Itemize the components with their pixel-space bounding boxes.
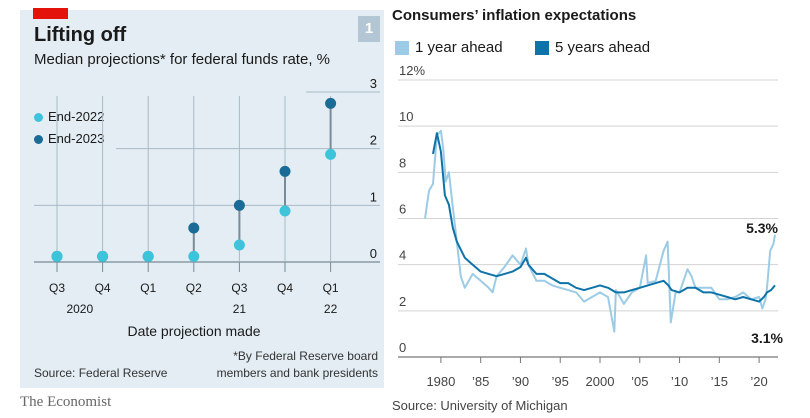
economist-red-tag	[33, 8, 68, 19]
callout-5yr: 3.1%	[751, 330, 783, 346]
fed-year-label: 22	[324, 302, 338, 316]
fed-x-tick-label: Q3	[231, 281, 247, 295]
fed-chart-footnote: *By Federal Reserve board members and ba…	[194, 348, 378, 382]
fed-chart-title: Lifting off	[34, 24, 127, 46]
fed-dot-end2022	[97, 250, 109, 262]
footnote-line-1: *By Federal Reserve board	[233, 349, 378, 363]
fed-x-tick-label: Q4	[277, 281, 293, 295]
economist-logo: The Economist	[20, 394, 112, 410]
inflation-y-tick-label: 8	[399, 155, 406, 170]
legend-end2022-label: End-2022	[48, 109, 105, 124]
fed-dot-end2023	[279, 165, 291, 177]
fed-x-tick-label: Q1	[140, 281, 156, 295]
legend-end2022-dot	[34, 113, 43, 122]
fed-dot-end2022	[51, 250, 63, 262]
inflation-y-tick-label: 4	[399, 248, 406, 263]
fed-y-tick-label: 3	[370, 76, 377, 91]
fed-y-tick-label: 1	[370, 189, 377, 204]
fed-year-label: 21	[233, 302, 247, 316]
inflation-x-tick-label: ’90	[512, 374, 529, 389]
fed-dot-end2022	[325, 148, 337, 160]
fed-chart-panel	[20, 10, 384, 388]
fed-chart-source: Source: Federal Reserve	[34, 366, 168, 380]
fed-x-tick-label: Q4	[95, 281, 111, 295]
legend-end2023-label: End-2023	[48, 131, 105, 146]
inflation-chart-title: Consumers’ inflation expectations	[392, 7, 637, 24]
inflation-x-tick-label: ’10	[671, 374, 688, 389]
chart-number-badge: 1	[358, 16, 380, 42]
fed-year-label: 2020	[66, 302, 93, 316]
inflation-x-tick-label: 1980	[426, 374, 455, 389]
fed-chart-subtitle: Median projections* for federal funds ra…	[34, 51, 330, 68]
inflation-chart-source: Source: University of Michigan	[392, 398, 568, 413]
fed-dot-end2022	[279, 205, 291, 217]
inflation-y-tick-label: 2	[399, 294, 406, 309]
fed-x-tick-label: Q3	[49, 281, 65, 295]
footnote-line-2: members and bank presidents	[216, 366, 378, 380]
legend-end2023-dot	[34, 135, 43, 144]
legend-1yr-swatch	[395, 41, 409, 55]
fed-x-tick-label: Q2	[186, 281, 202, 295]
fed-dot-end2023	[325, 97, 337, 109]
fed-x-tick-label: Q1	[323, 281, 339, 295]
fed-dot-end2023	[233, 199, 245, 211]
fed-x-axis-label: Date projection made	[127, 323, 260, 339]
line-5yr-ahead	[432, 132, 776, 303]
line-1yr-ahead	[424, 129, 776, 333]
inflation-x-tick-label: ’85	[472, 374, 489, 389]
fed-dot-end2023	[188, 222, 200, 234]
inflation-x-tick-label: 2000	[586, 374, 615, 389]
inflation-y-tick-label: 0	[399, 340, 406, 355]
inflation-y-tick-label: 12%	[399, 63, 425, 78]
inflation-x-tick-label: ’95	[552, 374, 569, 389]
legend-5yr-label: 5 years ahead	[555, 39, 651, 56]
legend-5yr-swatch	[535, 41, 549, 55]
inflation-y-tick-label: 10	[399, 109, 413, 124]
fed-dot-end2022	[142, 250, 154, 262]
inflation-x-tick-label: ’20	[750, 374, 767, 389]
fed-dot-end2022	[233, 239, 245, 251]
fed-dot-end2022	[188, 250, 200, 262]
inflation-y-tick-label: 6	[399, 202, 406, 217]
legend-1yr-label: 1 year ahead	[415, 39, 503, 56]
callout-1yr: 5.3%	[746, 220, 778, 236]
fed-y-tick-label: 2	[370, 133, 377, 148]
fed-y-tick-label: 0	[370, 246, 377, 261]
inflation-x-tick-label: ’15	[711, 374, 728, 389]
inflation-x-tick-label: ’05	[631, 374, 648, 389]
